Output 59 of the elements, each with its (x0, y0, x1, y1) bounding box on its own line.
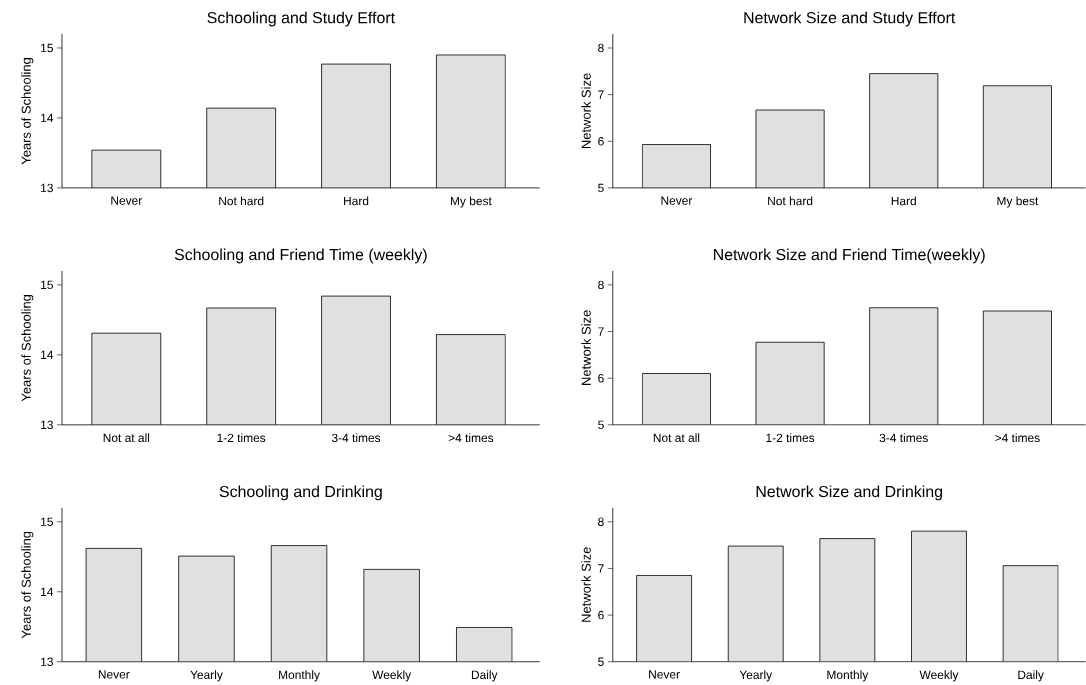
y-tick-label: 6 (598, 374, 604, 383)
y-tick-label: 13 (41, 420, 53, 430)
y-tick-label: 14 (41, 587, 54, 597)
y-tick-label: 15 (41, 517, 53, 527)
x-tick-label: >4 times (995, 433, 1040, 443)
y-tick-label: 14 (41, 350, 54, 360)
x-tick-label: My best (997, 196, 1039, 208)
y-tick-label: 8 (598, 280, 604, 290)
x-tick-label: Not hard (768, 196, 813, 206)
x-tick-label: Never (111, 196, 143, 205)
chart-title: Network Size and Drinking (756, 485, 942, 501)
x-tick-label: Monthly (279, 670, 320, 682)
x-tick-label: Hard (891, 196, 916, 206)
y-tick-label: 5 (598, 657, 604, 667)
x-tick-label: Yearly (190, 670, 223, 682)
y-tick-label: 8 (598, 43, 604, 53)
x-tick-label: 1-2 times (217, 433, 266, 443)
x-tick-label: Weekly (919, 670, 959, 682)
y-axis-title: Years of Schooling (21, 58, 34, 165)
y-tick-label: 15 (41, 280, 53, 290)
chart-title: Schooling and Friend Time (weekly) (174, 248, 427, 264)
y-tick-label: 13 (41, 183, 53, 193)
x-tick-label: Never (661, 196, 693, 205)
y-axis-title: Network Size (581, 73, 591, 149)
y-tick-label: 5 (598, 420, 604, 430)
x-tick-label: Daily (1018, 670, 1044, 682)
chart-title: Network Size and Study Effort (744, 11, 956, 27)
y-tick-label: 7 (598, 564, 604, 573)
x-tick-label: Not at all (103, 433, 150, 443)
y-axis-title: Network Size (581, 310, 591, 386)
x-tick-label: Not at all (653, 433, 700, 443)
chart-title: Network Size and Friend Time(weekly) (713, 248, 985, 264)
y-tick-label: 13 (41, 657, 53, 667)
x-tick-label: >4 times (448, 433, 494, 443)
x-tick-label: Never (649, 670, 680, 679)
chart-title: Schooling and Drinking (219, 485, 382, 501)
y-tick-label: 6 (598, 610, 604, 620)
x-tick-label: Hard (344, 196, 369, 206)
y-tick-label: 6 (598, 137, 604, 146)
y-axis-title: Years of Schooling (21, 295, 34, 402)
y-tick-label: 14 (41, 113, 54, 123)
y-tick-label: 7 (598, 327, 604, 336)
y-axis-title: Network Size (581, 547, 591, 622)
x-tick-label: Weekly (372, 670, 412, 682)
x-tick-label: Monthly (827, 670, 869, 682)
x-tick-label: My best (450, 196, 492, 208)
y-tick-label: 15 (41, 43, 53, 53)
chart-title: Schooling and Study Effort (207, 11, 395, 27)
x-tick-label: Daily (471, 670, 498, 682)
x-tick-label: Not hard (219, 196, 264, 206)
y-tick-label: 7 (598, 90, 604, 99)
y-tick-label: 8 (598, 517, 604, 527)
y-tick-label: 5 (598, 183, 604, 193)
x-tick-label: Never (98, 670, 130, 679)
x-tick-label: Yearly (739, 670, 773, 682)
y-axis-title: Years of Schooling (21, 532, 34, 639)
x-tick-label: 1-2 times (766, 433, 815, 443)
x-tick-label: 3-4 times (879, 433, 928, 443)
x-tick-label: 3-4 times (331, 433, 381, 443)
